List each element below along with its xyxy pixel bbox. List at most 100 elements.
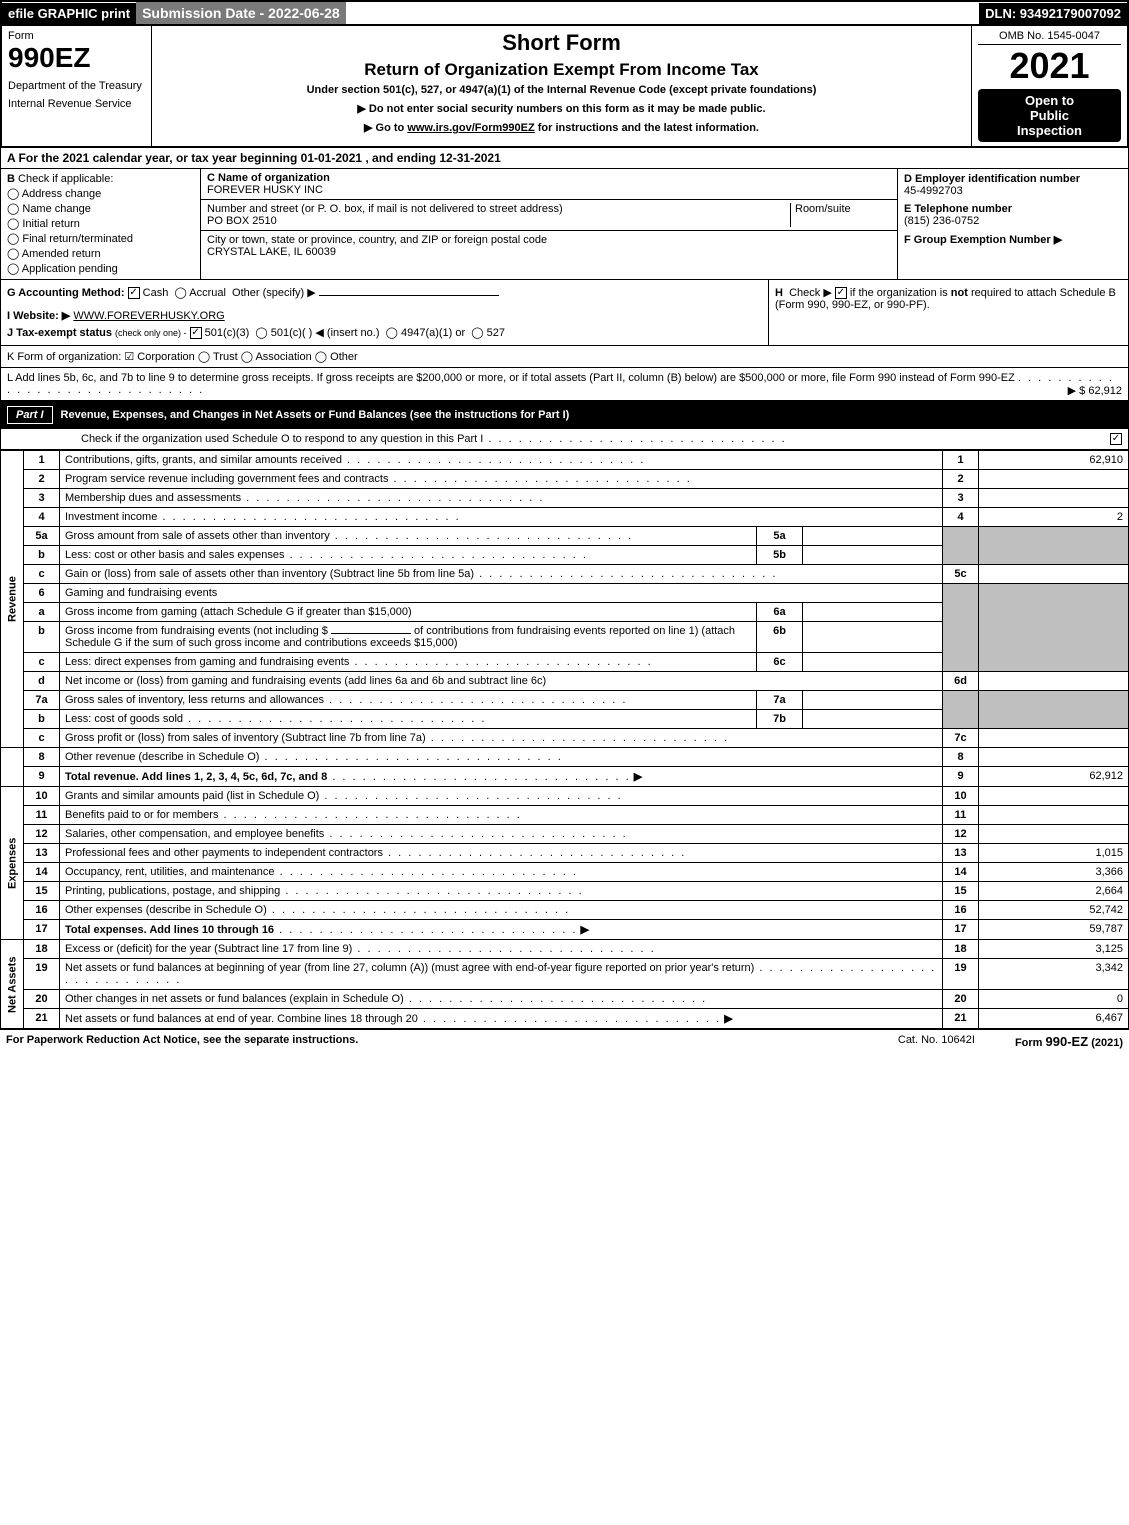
lt-7a: Gross sales of inventory, less returns a…: [65, 694, 324, 706]
rn-3: 3: [943, 489, 979, 508]
ln-19: 19: [24, 959, 60, 990]
form-label: Form: [8, 30, 145, 42]
top-bar: efile GRAPHIC print Submission Date - 20…: [0, 0, 1129, 26]
sv-6a: [803, 603, 943, 622]
part1-header: Part I Revenue, Expenses, and Changes in…: [0, 401, 1129, 429]
amt-18: 3,125: [979, 940, 1129, 959]
row-i: I Website: ▶ WWW.FOREVERHUSKY.ORG: [7, 309, 762, 322]
ln-6: 6: [24, 584, 60, 603]
title-return: Return of Organization Exempt From Incom…: [158, 60, 965, 80]
footer-form-num: 990-EZ: [1046, 1034, 1089, 1049]
6b-blank[interactable]: [331, 633, 411, 634]
footer-right-pre: Form: [1015, 1037, 1046, 1049]
chk-initial-return[interactable]: ◯ Initial return: [7, 217, 194, 230]
d-label: D Employer identification number: [904, 173, 1080, 185]
lt-5a: Gross amount from sale of assets other t…: [65, 530, 330, 542]
ln-7b: b: [24, 710, 60, 729]
row-a-tax-year: A For the 2021 calendar year, or tax yea…: [0, 148, 1129, 169]
shade-5ab-amt: [979, 527, 1129, 565]
lt-6b-1: Gross income from fundraising events (no…: [65, 625, 328, 637]
chk-name-change[interactable]: ◯ Name change: [7, 202, 194, 215]
section-revenue-cont: [1, 748, 24, 787]
note-link: ▶ Go to www.irs.gov/Form990EZ for instru…: [158, 121, 965, 134]
part1-check[interactable]: ✓: [1110, 433, 1122, 445]
ln-14: 14: [24, 863, 60, 882]
section-revenue: Revenue: [1, 451, 24, 748]
chk-amended-return[interactable]: ◯ Amended return: [7, 247, 194, 260]
h-text3: (Form 990, 990-EZ, or 990-PF).: [775, 299, 930, 311]
ln-6d: d: [24, 672, 60, 691]
chk-accrual[interactable]: ◯: [174, 287, 186, 299]
ln-5b: b: [24, 546, 60, 565]
inspection-badge: Open to Public Inspection: [978, 89, 1121, 142]
rn-6d: 6d: [943, 672, 979, 691]
chk-label-0: Address change: [22, 188, 102, 200]
lt-6c: Less: direct expenses from gaming and fu…: [65, 656, 349, 668]
rn-18: 18: [943, 940, 979, 959]
irs-link[interactable]: www.irs.gov/Form990EZ: [407, 122, 534, 134]
ln-5c: c: [24, 565, 60, 584]
i-label: I Website: ▶: [7, 310, 70, 322]
lt-11: Benefits paid to or for members: [65, 809, 218, 821]
chk-address-change[interactable]: ◯ Address change: [7, 187, 194, 200]
amt-16: 52,742: [979, 901, 1129, 920]
chk-application-pending[interactable]: ◯ Application pending: [7, 262, 194, 275]
b-subhead: Check if applicable:: [18, 173, 113, 185]
ln-7c: c: [24, 729, 60, 748]
b-letter: B: [7, 173, 15, 185]
ln-15: 15: [24, 882, 60, 901]
rn-9: 9: [943, 767, 979, 787]
lt-6a: Gross income from gaming (attach Schedul…: [60, 603, 757, 622]
part1-title: Revenue, Expenses, and Changes in Net As…: [61, 409, 570, 421]
c-name-row: C Name of organization FOREVER HUSKY INC: [201, 169, 897, 200]
omb-number: OMB No. 1545-0047: [978, 30, 1121, 45]
chk-501c3[interactable]: ✓: [190, 327, 202, 339]
lt-6b: Gross income from fundraising events (no…: [60, 622, 757, 653]
f-label: F Group Exemption Number ▶: [904, 234, 1062, 246]
footer-right-post: (2021): [1088, 1037, 1123, 1049]
ln-8: 8: [24, 748, 60, 767]
amt-4: 2: [979, 508, 1129, 527]
chk-final-return[interactable]: ◯ Final return/terminated: [7, 232, 194, 245]
ln-5a: 5a: [24, 527, 60, 546]
lt-12: Salaries, other compensation, and employ…: [65, 828, 324, 840]
rn-21: 21: [943, 1009, 979, 1029]
rn-11: 11: [943, 806, 979, 825]
sn-7b: 7b: [757, 710, 803, 729]
rn-2: 2: [943, 470, 979, 489]
amt-9: 62,912: [979, 767, 1129, 787]
rn-13: 13: [943, 844, 979, 863]
phone: (815) 236-0752: [904, 215, 979, 227]
lt-14: Occupancy, rent, utilities, and maintena…: [65, 866, 275, 878]
ln-11: 11: [24, 806, 60, 825]
chk-h[interactable]: ✓: [835, 287, 847, 299]
chk-label-2: Initial return: [22, 218, 79, 230]
g-label: G Accounting Method:: [7, 287, 125, 299]
other-specify-input[interactable]: [319, 295, 499, 296]
ln-2: 2: [24, 470, 60, 489]
ln-20: 20: [24, 990, 60, 1009]
row-k: K Form of organization: ☑ Corporation ◯ …: [0, 346, 1129, 368]
c-street-row: Number and street (or P. O. box, if mail…: [201, 200, 897, 231]
efile-label[interactable]: efile GRAPHIC print: [2, 3, 136, 24]
lt-21: Net assets or fund balances at end of ye…: [65, 1013, 418, 1025]
l-amount: ▶ $ 62,912: [1068, 384, 1122, 397]
street-label: Number and street (or P. O. box, if mail…: [207, 203, 786, 215]
chk-cash[interactable]: ✓: [128, 287, 140, 299]
rn-20: 20: [943, 990, 979, 1009]
amt-11: [979, 806, 1129, 825]
lt-3: Membership dues and assessments: [65, 492, 241, 504]
lt-6d: Net income or (loss) from gaming and fun…: [65, 675, 546, 687]
lt-2: Program service revenue including govern…: [65, 473, 388, 485]
j-4947: 4947(a)(1) or: [401, 327, 465, 339]
website-link[interactable]: WWW.FOREVERHUSKY.ORG: [73, 310, 224, 322]
amt-19: 3,342: [979, 959, 1129, 990]
sv-5b: [803, 546, 943, 565]
sn-6c: 6c: [757, 653, 803, 672]
other-label: Other (specify) ▶: [232, 287, 316, 299]
footer: For Paperwork Reduction Act Notice, see …: [0, 1029, 1129, 1053]
amt-21: 6,467: [979, 1009, 1129, 1029]
sv-5a: [803, 527, 943, 546]
title-note: Under section 501(c), 527, or 4947(a)(1)…: [158, 84, 965, 96]
lt-9: Total revenue. Add lines 1, 2, 3, 4, 5c,…: [65, 771, 327, 783]
